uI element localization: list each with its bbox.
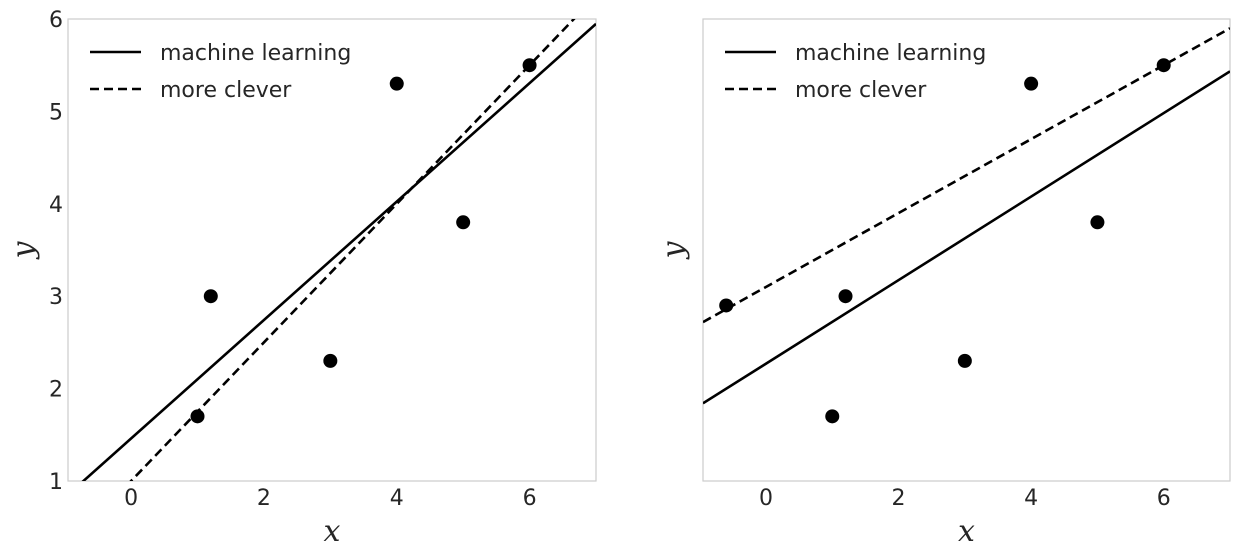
y-tick-label: 2 (49, 378, 63, 403)
chart-panel-1: 0 2 4 6 1 2 3 4 5 6 x y machine learning more clever (6, 8, 597, 549)
y-tick-label: 4 (49, 193, 63, 218)
x-tick-label: 2 (257, 486, 271, 511)
y-tick-label: 3 (49, 285, 63, 310)
x-tick-label: 4 (1024, 486, 1038, 511)
y-tick-label: 1 (49, 470, 63, 495)
series-line-more-clever (129, 19, 576, 481)
x-axis-label: x (958, 514, 975, 549)
y-axis-label: y (656, 240, 691, 260)
legend-label: machine learning (795, 41, 986, 66)
legend: machine learning more clever (90, 41, 351, 103)
data-point (825, 409, 840, 424)
series-line-machine-learning (703, 70, 1230, 405)
plot-area-frame (67, 18, 597, 482)
series-line-machine-learning (81, 22, 596, 481)
plot-area-frame (702, 18, 1231, 482)
y-tick-label: 6 (49, 8, 63, 33)
legend: machine learning more clever (725, 41, 986, 103)
data-point (190, 409, 205, 424)
x-tick-label: 0 (124, 486, 138, 511)
y-axis-label: y (6, 240, 41, 260)
x-tick-label: 0 (759, 486, 773, 511)
x-tick-label: 2 (892, 486, 906, 511)
x-tick-label: 6 (523, 486, 537, 511)
data-point (389, 76, 404, 91)
chart-panel-2: 0 2 4 6 x y machine learning more clever (656, 18, 1231, 549)
legend-label: machine learning (160, 41, 351, 66)
legend-label: more clever (795, 78, 927, 103)
x-tick-label: 6 (1157, 486, 1171, 511)
data-point (719, 298, 734, 313)
data-point (838, 289, 853, 304)
data-point (203, 289, 218, 304)
data-point (522, 58, 537, 73)
data-point (957, 353, 972, 368)
series-line-more-clever (703, 27, 1230, 324)
data-point (323, 353, 338, 368)
data-point (1090, 215, 1105, 230)
data-point (1156, 58, 1171, 73)
data-point (456, 215, 471, 230)
y-tick-label: 5 (49, 100, 63, 125)
data-point (1024, 76, 1039, 91)
x-axis-label: x (324, 514, 341, 549)
x-tick-label: 4 (390, 486, 404, 511)
legend-label: more clever (160, 78, 292, 103)
